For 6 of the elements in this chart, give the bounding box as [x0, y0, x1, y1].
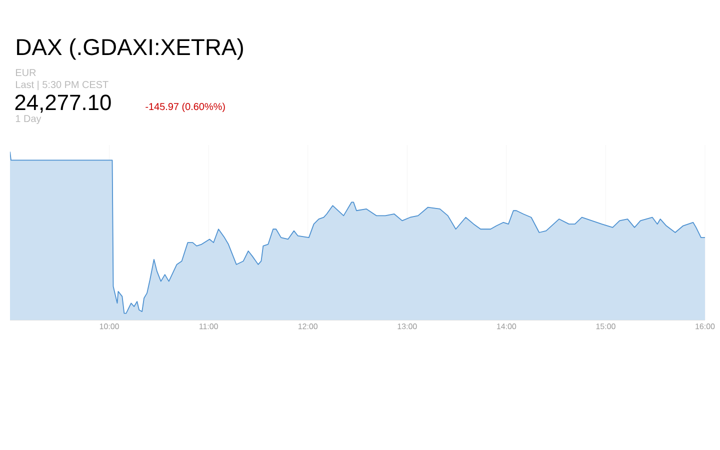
text: 24,277.10	[15, 94, 111, 113]
text: -145.97 (0.60%%)	[146, 102, 225, 112]
text: Last | 5:30 PM CEST	[16, 80, 108, 90]
text: EUR	[16, 69, 36, 76]
chart-title: DAX (.GDAXI:XETRA)	[17, 38, 243, 60]
text: 1 Day	[16, 115, 42, 124]
